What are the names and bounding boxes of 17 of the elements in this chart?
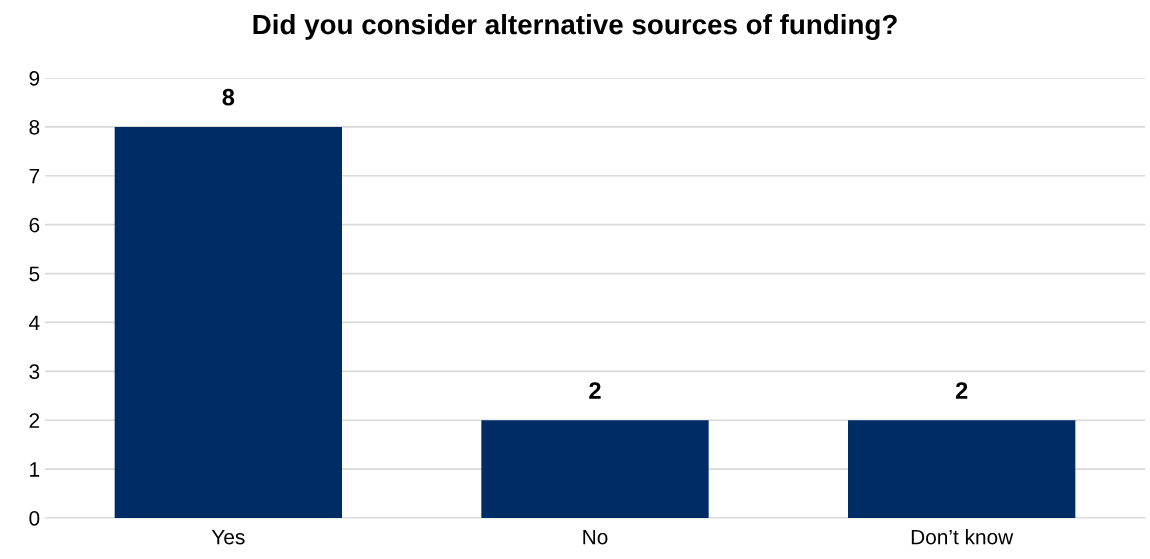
y-tick-label: 8 [29, 119, 40, 135]
y-tick-label: 5 [29, 266, 40, 282]
y-tick-label: 9 [29, 71, 40, 86]
x-tick-label: Don’t know [911, 529, 1014, 545]
y-tick-label: 3 [29, 364, 40, 380]
y-tick-label: 2 [29, 413, 40, 428]
x-tick-label: No [583, 529, 608, 545]
data-label: 8 [222, 88, 235, 106]
y-tick-label: 1 [30, 462, 40, 477]
y-tick-label: 7 [29, 168, 40, 184]
y-tick-label: 4 [29, 315, 40, 330]
data-label: 2 [955, 382, 968, 399]
y-tick-label: 6 [29, 217, 40, 233]
y-tick-label: 0 [29, 511, 40, 526]
data-label: 2 [589, 382, 601, 399]
x-tick-label: Yes [211, 529, 245, 545]
chart-title: Did you consider alternative sources of funding? [253, 13, 897, 40]
